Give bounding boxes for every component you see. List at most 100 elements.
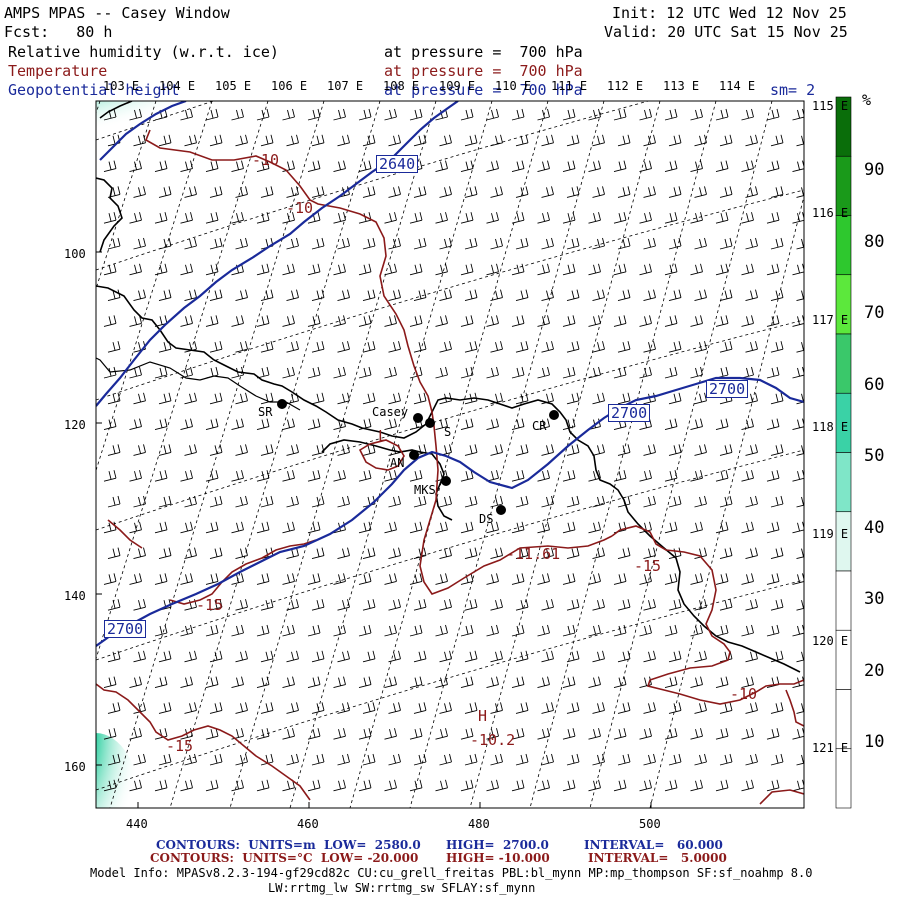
wind-barb <box>260 134 274 147</box>
wind-barb <box>745 702 758 714</box>
wind-barb <box>209 547 223 560</box>
wind-barb <box>184 237 197 250</box>
wind-barb <box>384 108 397 121</box>
wind-barb <box>256 212 270 224</box>
wind-barb <box>792 624 804 637</box>
wind-barb <box>796 238 804 250</box>
wind-barb <box>384 521 397 534</box>
wind-barb <box>639 315 652 327</box>
wind-barb <box>358 573 372 585</box>
meridian-line <box>169 101 381 808</box>
wind-barb <box>307 573 321 585</box>
wind-barb <box>515 341 529 353</box>
wind-barb <box>362 289 376 302</box>
wind-barb <box>664 212 678 224</box>
wind-barb <box>486 728 499 740</box>
wind-barb <box>103 573 117 585</box>
wind-barb <box>537 212 550 224</box>
wind-barb <box>388 341 401 353</box>
wind-barb <box>745 495 758 508</box>
wind-barb <box>311 444 325 456</box>
wind-barb <box>129 779 142 792</box>
wind-barb <box>184 134 197 147</box>
wind-barb <box>690 418 703 431</box>
wind-barb <box>664 108 678 121</box>
wind-barb <box>639 212 652 224</box>
variable-rh-level: at pressure = 700 hPa <box>384 43 583 61</box>
wind-barb <box>180 160 193 173</box>
wind-barb <box>592 702 605 714</box>
wind-barb <box>384 779 397 792</box>
wind-barb <box>184 753 197 766</box>
variable-temp-label: Temperature <box>8 62 108 80</box>
wind-barb <box>588 676 601 689</box>
colorbar <box>835 96 852 809</box>
wind-barb <box>103 263 117 276</box>
wind-barb <box>282 108 295 121</box>
wind-barb <box>792 366 804 379</box>
wind-barb <box>180 624 193 637</box>
wind-barb <box>766 160 780 173</box>
wind-barb <box>690 779 703 792</box>
wind-barb <box>439 599 452 611</box>
wind-barb <box>260 650 274 663</box>
wind-barb <box>413 495 427 508</box>
wind-barb <box>766 470 780 482</box>
wind-barb <box>231 728 244 740</box>
wind-barb <box>464 289 478 302</box>
wind-barb <box>133 495 146 508</box>
wind-barb <box>668 289 682 302</box>
wind-barb <box>235 753 248 766</box>
wind-barb <box>409 779 423 792</box>
wind-barb <box>664 521 678 534</box>
top-longitude-label: 103 E <box>103 79 140 93</box>
meridian-line <box>649 194 804 808</box>
wind-barb <box>796 600 804 611</box>
wind-barb <box>307 160 321 173</box>
wind-barb <box>235 599 248 611</box>
wind-barb <box>664 263 678 276</box>
wind-barb <box>235 341 248 353</box>
wind-barb <box>435 779 448 792</box>
wind-barb <box>766 366 780 379</box>
wind-barb <box>766 315 780 327</box>
wind-barb <box>154 212 168 224</box>
station-casey-dot <box>413 413 423 423</box>
wind-barb <box>796 754 804 766</box>
map-frame <box>95 100 805 809</box>
wind-barb <box>664 624 678 637</box>
wind-barb <box>694 444 707 456</box>
wind-barb <box>282 212 295 224</box>
wind-barb <box>770 495 784 508</box>
wind-barb <box>592 134 605 147</box>
variable-temp-level: at pressure = 700 hPa <box>384 62 583 80</box>
wind-barb <box>103 676 117 689</box>
wind-barb <box>792 263 804 276</box>
wind-barb <box>307 366 321 379</box>
wind-barb <box>486 779 499 792</box>
wind-barb <box>129 366 142 379</box>
wind-barb <box>639 108 652 121</box>
wind-barb <box>256 315 270 327</box>
wind-barb <box>541 547 554 560</box>
wind-barb <box>511 212 525 224</box>
wind-barb <box>307 315 321 327</box>
wind-barb <box>541 186 554 198</box>
wind-barb <box>511 624 525 637</box>
smoothing-label: sm= 2 <box>770 81 816 99</box>
right-longitude-label: 120 E <box>812 634 849 648</box>
wind-barb <box>362 186 376 198</box>
wind-barb <box>311 547 325 560</box>
wind-barb <box>333 573 346 585</box>
wind-barb <box>256 779 270 792</box>
wind-barb <box>103 728 117 740</box>
wind-barb <box>617 547 631 560</box>
graticule <box>96 101 804 808</box>
colorbar-segment <box>835 452 852 513</box>
wind-barb <box>409 728 423 740</box>
wind-barb <box>537 263 550 276</box>
wind-barb <box>490 186 503 198</box>
wind-barb <box>541 289 554 302</box>
wind-barb <box>388 495 401 508</box>
wind-barb <box>231 470 244 482</box>
